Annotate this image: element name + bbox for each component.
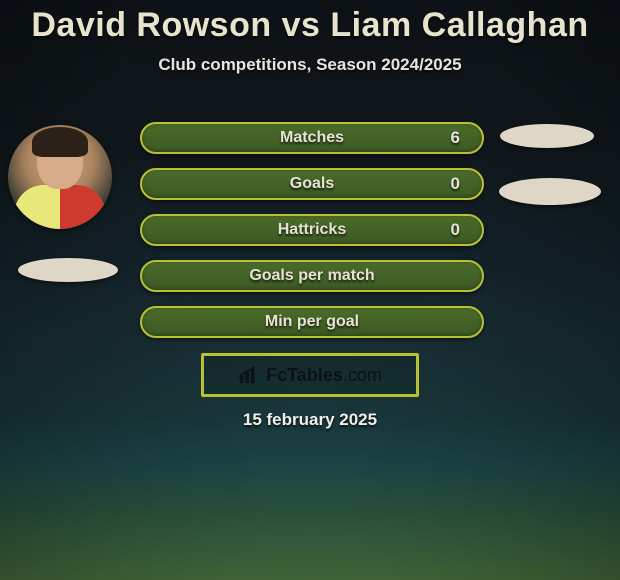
stat-row-matches: Matches 6 (140, 122, 484, 154)
stat-label: Goals (142, 170, 482, 198)
player-right-shadow-2 (499, 178, 601, 205)
stat-value: 6 (451, 124, 460, 152)
chart-bars-icon (238, 365, 260, 385)
generation-date: 15 february 2025 (0, 410, 620, 430)
page-subtitle: Club competitions, Season 2024/2025 (0, 55, 620, 75)
content-root: David Rowson vs Liam Callaghan Club comp… (0, 0, 620, 580)
brand-name: FcTables (266, 365, 343, 385)
stat-row-hattricks: Hattricks 0 (140, 214, 484, 246)
page-title: David Rowson vs Liam Callaghan (0, 0, 620, 45)
player-left-shadow (18, 258, 118, 282)
stat-bars: Matches 6 Goals 0 Hattricks 0 Goals per … (140, 122, 484, 352)
brand-text: FcTables.com (266, 365, 382, 386)
stat-value: 0 (451, 170, 460, 198)
stat-label: Goals per match (142, 262, 482, 290)
stat-label: Min per goal (142, 308, 482, 336)
stat-row-goals-per-match: Goals per match (140, 260, 484, 292)
stat-label: Matches (142, 124, 482, 152)
stat-label: Hattricks (142, 216, 482, 244)
stat-row-min-per-goal: Min per goal (140, 306, 484, 338)
brand-suffix: .com (343, 365, 382, 385)
player-right-shadow-1 (500, 124, 594, 148)
player-left-photo (8, 125, 112, 229)
stat-value: 0 (451, 216, 460, 244)
stat-row-goals: Goals 0 (140, 168, 484, 200)
brand-watermark: FcTables.com (201, 353, 419, 397)
